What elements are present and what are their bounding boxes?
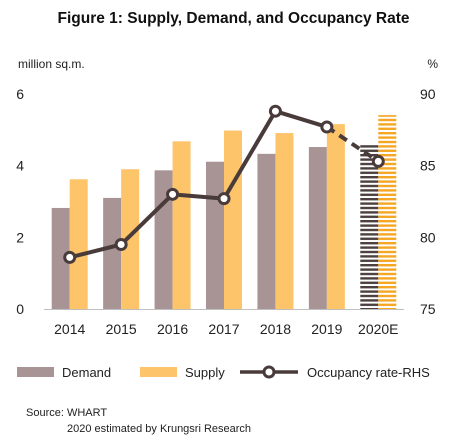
bar-supply-2016 [172, 141, 191, 309]
occupancy-line-series [63, 104, 385, 264]
left-tick-label: 6 [16, 86, 24, 102]
chart-title: Figure 1: Supply, Demand, and Occupancy … [58, 10, 410, 27]
bar-demand-2014 [51, 207, 70, 309]
legend-swatch-demand [17, 367, 54, 377]
x-tick-label: 2014 [54, 321, 85, 337]
left-tick-label: 0 [16, 301, 24, 317]
occupancy-point-2019 [320, 120, 334, 134]
right-tick-label: 75 [420, 301, 436, 317]
left-tick-label: 4 [16, 158, 24, 174]
legend-label-supply: Supply [185, 365, 225, 380]
bar-demand-2020E [360, 143, 379, 309]
legend-label-occupancy: Occupancy rate-RHS [307, 365, 430, 380]
occupancy-point-2017 [217, 192, 231, 206]
x-tick-label: 2017 [208, 321, 239, 337]
occupancy-point-2015 [114, 238, 128, 251]
legend-swatch-supply [140, 367, 177, 377]
occupancy-point-2016 [166, 187, 180, 201]
bar-supply-2015 [121, 169, 140, 309]
legend-label-demand: Demand [62, 365, 111, 380]
x-tick-label: 2015 [106, 321, 137, 337]
occupancy-point-2018 [268, 104, 282, 118]
legend: Demand Supply Occupancy rate-RHS [17, 365, 430, 380]
occupancy-line-actual [69, 109, 328, 260]
legend-marker-occupancy [262, 365, 276, 379]
bar-supply-2020E [378, 115, 397, 310]
occupancy-point-2014 [63, 250, 77, 264]
left-axis-ticks: 0 2 4 6 [16, 86, 24, 317]
occupancy-point-2020E [371, 154, 385, 168]
right-axis-unit: % [427, 57, 438, 71]
legend-item-demand: Demand [17, 365, 111, 380]
x-tick-label: 2016 [157, 321, 188, 337]
right-axis-ticks: 75 80 85 90 [420, 86, 436, 317]
left-tick-label: 2 [16, 229, 24, 245]
bar-supply-2017 [224, 130, 242, 309]
source-line-2: 2020 estimated by Krungsri Research [67, 423, 251, 435]
bar-demand-2015 [103, 197, 122, 309]
x-tick-label: 2018 [260, 321, 291, 337]
bar-series [51, 115, 397, 310]
source-line-1: Source: WHART [26, 407, 107, 419]
right-tick-label: 90 [420, 86, 436, 102]
right-tick-label: 85 [420, 158, 436, 174]
bar-demand-2017 [206, 161, 224, 309]
x-tick-label: 2019 [311, 321, 342, 337]
legend-item-occupancy: Occupancy rate-RHS [240, 365, 430, 380]
bar-supply-2018 [275, 133, 294, 309]
occupancy-line-estimate [325, 125, 380, 164]
x-tick-label: 2020E [358, 321, 398, 337]
bar-supply-2019 [326, 124, 345, 309]
left-axis-unit: million sq.m. [18, 57, 85, 71]
legend-item-supply: Supply [140, 365, 225, 380]
bar-demand-2019 [308, 147, 327, 309]
right-tick-label: 80 [420, 229, 436, 245]
bar-demand-2018 [257, 153, 276, 309]
bar-supply-2014 [69, 179, 88, 309]
x-axis-labels: 2014 2015 2016 2017 2018 2019 2020E [54, 321, 398, 337]
